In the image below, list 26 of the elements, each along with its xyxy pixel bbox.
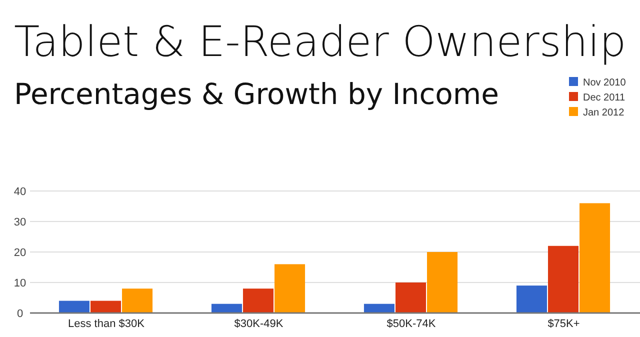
legend-label: Jan 2012 [583, 108, 625, 118]
bar [580, 203, 610, 313]
chart-subtitle: Percentages & Growth by Income [14, 77, 499, 111]
legend-label: Nov 2010 [583, 78, 626, 88]
chart-title: Tablet & E-Reader Ownership [14, 17, 626, 66]
y-tick-label: 30 [14, 216, 26, 228]
y-tick-label: 0 [16, 308, 24, 320]
y-tick-label: 10 [14, 278, 26, 290]
bar [211, 304, 242, 313]
y-tick-label: 20 [14, 247, 26, 259]
x-tick-label: Less than $30K [68, 318, 146, 330]
bar [122, 288, 153, 313]
bar [274, 264, 306, 313]
bar [427, 252, 458, 313]
x-tick-label: $75K+ [548, 318, 580, 330]
y-tick-label: 40 [14, 186, 26, 198]
x-tick-label: $30K-49K [234, 318, 284, 330]
legend-label: Dec 2011 [583, 92, 626, 104]
x-tick-label: $50K-74K [386, 318, 436, 330]
bar [58, 300, 90, 313]
bar [395, 282, 426, 313]
bar [364, 304, 394, 313]
bar [548, 246, 579, 313]
bar [90, 300, 122, 313]
bar [242, 288, 274, 313]
bar [516, 286, 547, 313]
